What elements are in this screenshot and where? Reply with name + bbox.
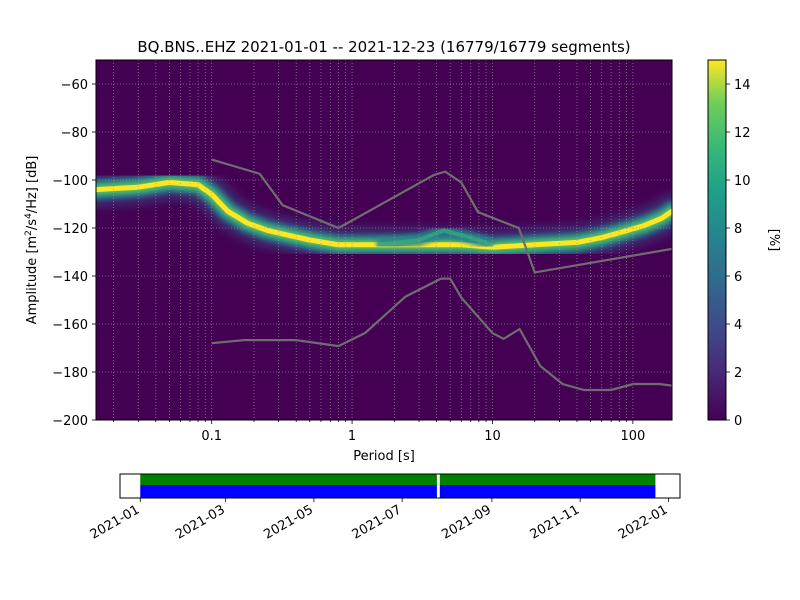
plot-frame bbox=[95, 59, 673, 421]
y-axis-label-part: /Hz] [dB] bbox=[25, 156, 40, 214]
y-tick-label: −200 bbox=[52, 414, 88, 429]
colorbar-label: [%] bbox=[766, 229, 781, 252]
grid-lines bbox=[96, 60, 672, 420]
y-tick-label: −100 bbox=[52, 174, 88, 189]
colorbar-tick-label: 6 bbox=[734, 270, 742, 285]
timeline-tick-label: 2021-09 bbox=[439, 502, 494, 542]
y-tick-label: −180 bbox=[52, 366, 88, 381]
x-tick-label: 10 bbox=[484, 429, 501, 444]
y-axis-label-sup: 2 bbox=[24, 230, 34, 236]
colorbar-tick-label: 0 bbox=[734, 414, 742, 429]
y-tick-label: −120 bbox=[52, 222, 88, 237]
density-lobe-core bbox=[376, 228, 494, 247]
x-tick-label: 0.1 bbox=[201, 429, 222, 444]
timeline-tick-label: 2021-03 bbox=[173, 502, 228, 542]
x-tick-label: 100 bbox=[620, 429, 645, 444]
timeline-tick-label: 2021-01 bbox=[88, 502, 143, 542]
timeline-ticks: 2021-01 2021-03 2021-05 2021-07 2021-09 2021-… bbox=[88, 498, 671, 543]
timeline-tick-label: 2021-07 bbox=[350, 502, 405, 542]
colorbar-tick-label: 8 bbox=[734, 222, 742, 237]
timeline-frame bbox=[119, 473, 681, 499]
colorbar-tick-label: 14 bbox=[734, 78, 751, 93]
data-span bbox=[439, 485, 656, 498]
high-noise-model-line bbox=[211, 158, 672, 274]
timeline-coverage bbox=[140, 474, 656, 498]
colorbar-tick-label: 12 bbox=[734, 126, 751, 141]
y-tick-label: −140 bbox=[52, 270, 88, 285]
colorbar-tick-label: 10 bbox=[734, 174, 751, 189]
noise-models bbox=[211, 158, 672, 392]
y-tick-label: −80 bbox=[61, 126, 88, 141]
colorbar bbox=[707, 59, 727, 421]
processed-span bbox=[140, 474, 437, 485]
x-tick-label: 1 bbox=[348, 429, 356, 444]
y-tick-label: −60 bbox=[61, 78, 88, 93]
x-axis-label: Period [s] bbox=[353, 449, 415, 464]
low-noise-model-line bbox=[211, 277, 672, 392]
y-tick-label: −160 bbox=[52, 318, 88, 333]
x-axis-ticks: 0.1 1 10 100 bbox=[113, 420, 645, 444]
y-axis-label-sup: 4 bbox=[24, 213, 34, 219]
y-axis-label-part: /s bbox=[25, 219, 40, 230]
y-axis-label-part: Amplitude [m bbox=[25, 236, 40, 325]
timeline-tick-label: 2021-05 bbox=[261, 502, 316, 542]
colorbar-ticks: 0 2 4 6 8 10 12 14 bbox=[726, 78, 751, 429]
timeline-tick-label: 2021-11 bbox=[528, 502, 583, 542]
data-span bbox=[140, 485, 437, 498]
processed-span bbox=[439, 474, 656, 485]
y-axis-label: Amplitude [m2/s4/Hz] [dB] bbox=[24, 156, 40, 325]
timeline-tick-label: 2022-01 bbox=[616, 502, 671, 542]
colorbar-tick-label: 2 bbox=[734, 366, 742, 381]
y-axis-ticks: −60 −80 −100 −120 −140 −160 −180 −200 bbox=[52, 78, 96, 429]
chart-title: BQ.BNS..EHZ 2021-01-01 -- 2021-12-23 (16… bbox=[137, 38, 630, 56]
colorbar-tick-label: 4 bbox=[734, 318, 742, 333]
